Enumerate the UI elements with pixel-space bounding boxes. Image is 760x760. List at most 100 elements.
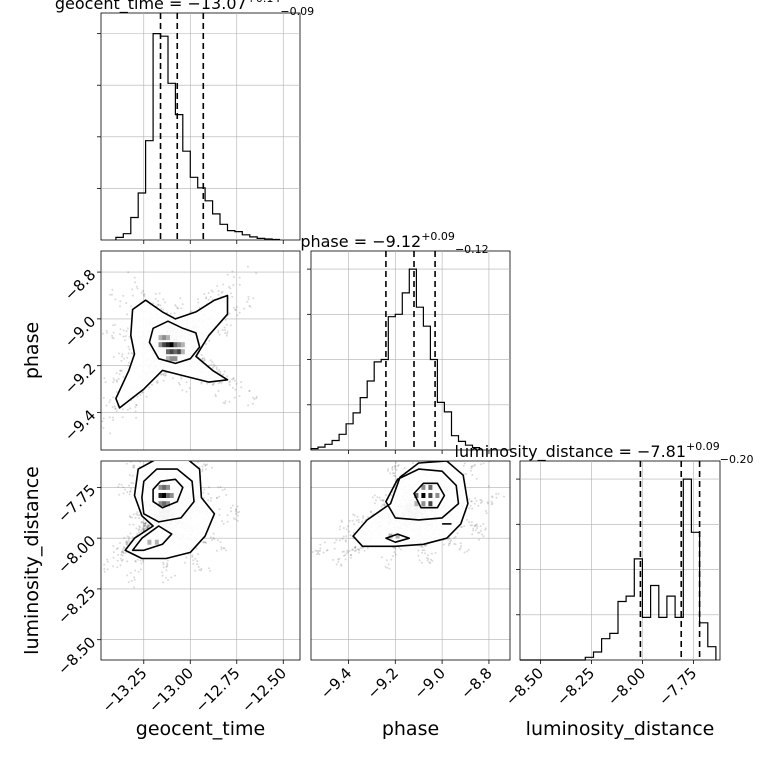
- scatter-point: [352, 513, 355, 516]
- scatter-point: [212, 363, 215, 366]
- scatter-point: [462, 464, 465, 467]
- scatter-point: [144, 523, 146, 525]
- scatter-point: [177, 382, 180, 384]
- scatter-point: [355, 519, 358, 522]
- scatter-point: [418, 454, 420, 456]
- scatter-point: [423, 544, 426, 547]
- scatter-point: [162, 563, 165, 566]
- density-pixel: [166, 342, 170, 348]
- density-pixel: [162, 335, 167, 341]
- scatter-point: [461, 428, 463, 430]
- scatter-point: [145, 526, 148, 529]
- scatter-point: [426, 557, 428, 559]
- scatter-point: [119, 328, 122, 331]
- density-pixel: [166, 335, 170, 341]
- scatter-point: [338, 528, 341, 531]
- scatter-point: [332, 558, 335, 561]
- scatter-point: [135, 285, 138, 288]
- scatter-point: [121, 416, 124, 419]
- scatter-point: [136, 287, 139, 290]
- scatter-point: [178, 383, 181, 386]
- scatter-point: [204, 463, 207, 466]
- scatter-point: [112, 556, 115, 559]
- scatter-point: [477, 504, 480, 507]
- scatter-point: [133, 466, 136, 469]
- scatter-point: [246, 265, 249, 268]
- scatter-point: [98, 570, 100, 572]
- scatter-point: [234, 388, 237, 391]
- scatter-point: [205, 342, 207, 345]
- scatter-point: [209, 359, 212, 362]
- scatter-point: [230, 510, 233, 513]
- scatter-point: [249, 305, 252, 308]
- xtick-label-phase: −9.4: [317, 664, 355, 702]
- xtick-label-geocent_time: −13.00: [145, 664, 197, 716]
- density-pixel: [435, 493, 440, 498]
- scatter-point: [255, 397, 258, 400]
- scatter-point: [136, 558, 139, 561]
- density-pixel: [180, 349, 185, 355]
- scatter-point: [106, 568, 109, 571]
- scatter-point: [481, 533, 484, 536]
- scatter-point: [102, 427, 105, 429]
- scatter-point: [472, 529, 475, 532]
- scatter-point: [112, 565, 114, 568]
- scatter-point: [482, 462, 485, 465]
- scatter-point: [161, 430, 163, 432]
- scatter-point: [388, 567, 391, 570]
- scatter-point: [209, 499, 212, 502]
- scatter-point: [122, 486, 125, 489]
- scatter-point: [346, 549, 349, 552]
- scatter-point: [165, 565, 168, 568]
- scatter-point: [115, 379, 118, 382]
- scatter-point: [459, 435, 461, 437]
- scatter-point: [197, 461, 200, 464]
- scatter-point: [146, 526, 149, 529]
- scatter-point: [105, 404, 108, 407]
- scatter-point: [134, 406, 137, 409]
- scatter-point: [127, 541, 129, 544]
- histogram-geocent_time: [115, 13, 281, 241]
- scatter-point: [352, 531, 355, 534]
- density-pixel: [428, 501, 433, 507]
- scatter-point: [255, 272, 258, 275]
- scatter-point: [119, 369, 122, 372]
- scatter-point: [381, 499, 384, 502]
- scatter-point: [449, 542, 451, 545]
- scatter-point: [348, 530, 351, 533]
- scatter-point: [211, 367, 214, 369]
- scatter-point: [135, 403, 138, 406]
- scatter-point: [395, 458, 397, 460]
- scatter-point: [454, 535, 457, 538]
- scatter-point: [479, 525, 482, 528]
- scatter-point: [223, 547, 226, 550]
- density-pixel: [158, 335, 163, 341]
- scatter-point: [162, 373, 165, 376]
- scatter-point: [112, 355, 115, 358]
- scatter-point: [140, 521, 143, 524]
- scatter-point: [108, 401, 111, 404]
- xtick-label-phase: −9.2: [364, 664, 402, 702]
- scatter-point: [418, 447, 420, 449]
- scatter-point: [319, 543, 322, 546]
- scatter-point: [394, 475, 397, 478]
- scatter-point: [133, 578, 136, 581]
- scatter-point: [463, 525, 466, 528]
- scatter-point: [166, 562, 169, 565]
- scatter-point: [427, 443, 429, 445]
- scatter-point: [203, 357, 206, 360]
- scatter-point: [226, 514, 229, 517]
- scatter-point: [165, 565, 168, 568]
- contour-line: [124, 461, 216, 560]
- scatter-point: [191, 554, 194, 557]
- ytick-label-luminosity_distance: −8.50: [54, 633, 99, 678]
- scatter-point: [354, 546, 357, 549]
- scatter-point: [185, 556, 188, 559]
- scatter-point: [112, 545, 115, 547]
- scatter-point: [146, 525, 149, 528]
- scatter-point: [342, 527, 345, 529]
- scatter-point: [247, 295, 250, 298]
- scatter-point: [383, 502, 386, 505]
- scatter-point: [157, 303, 160, 306]
- scatter-point: [156, 452, 158, 454]
